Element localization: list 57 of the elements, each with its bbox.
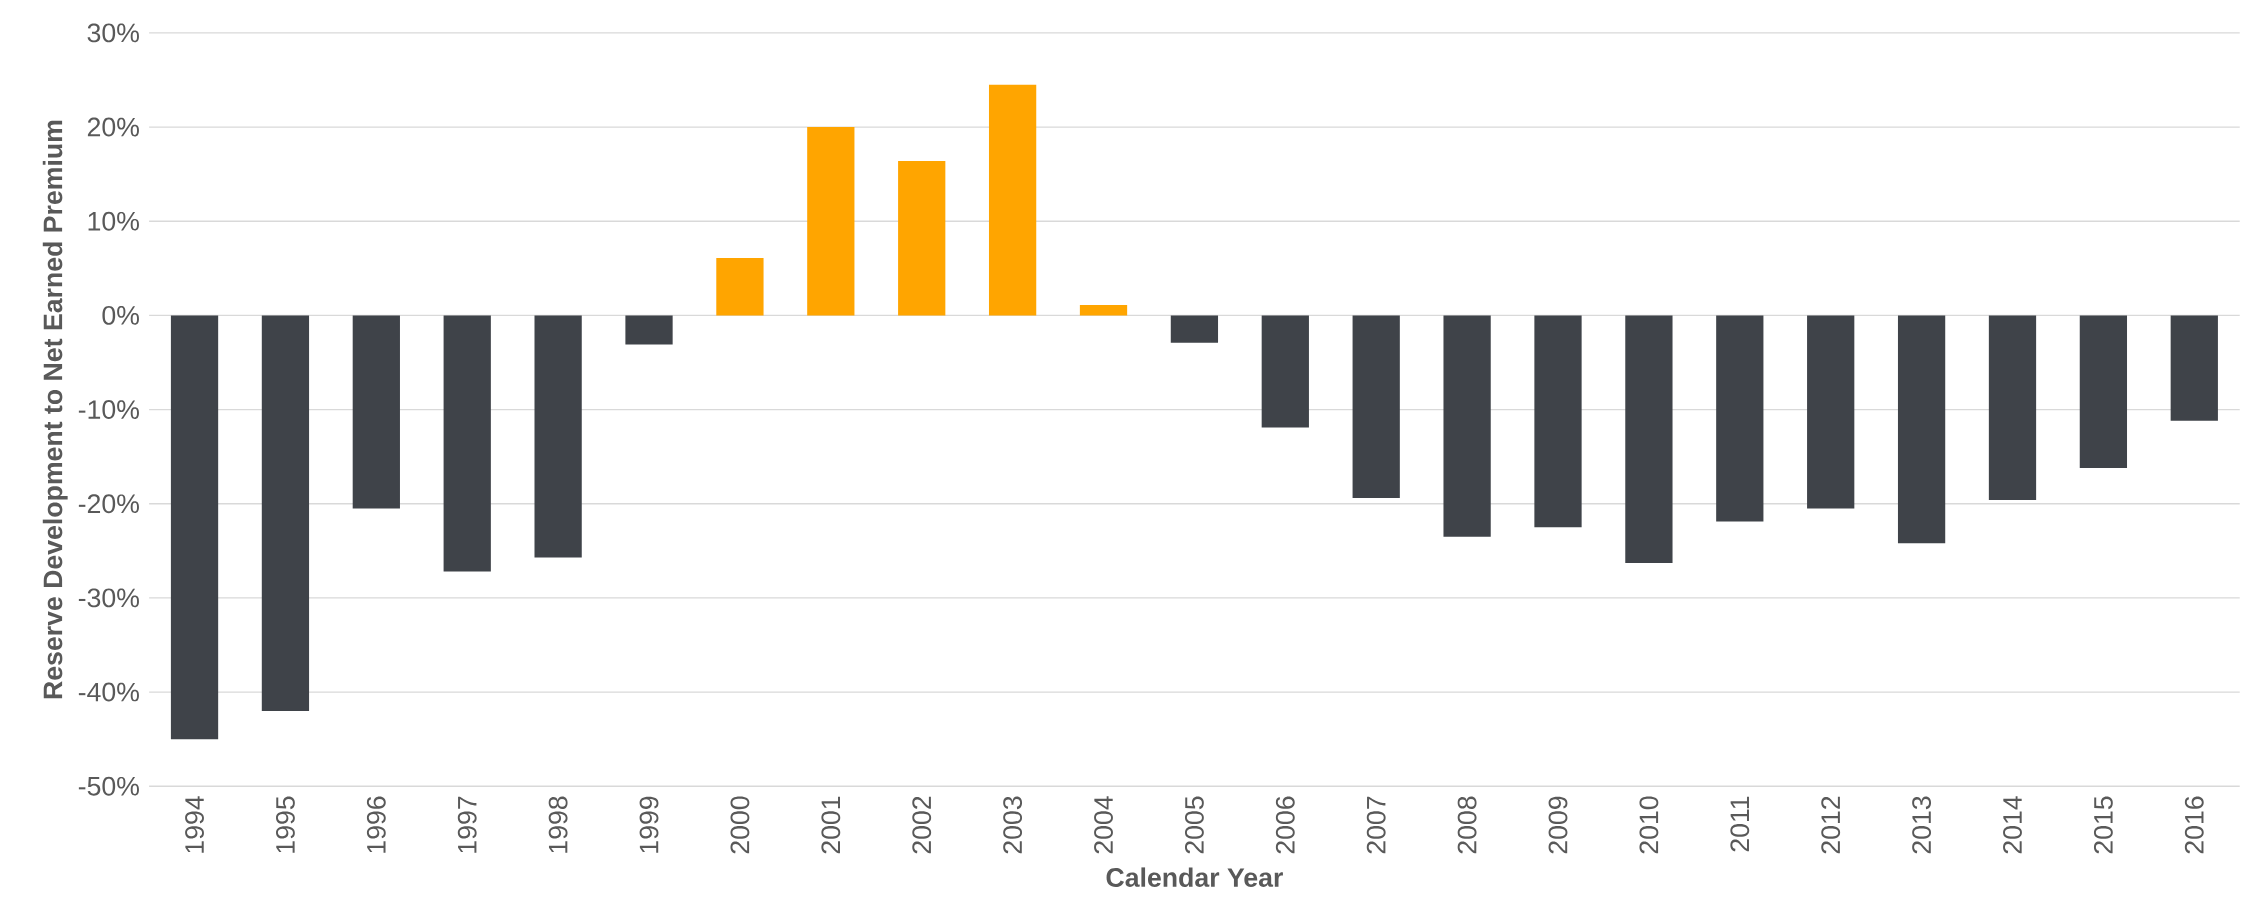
x-tick-label: 1999 xyxy=(639,796,659,853)
y-tick-label: -40% xyxy=(78,682,139,702)
x-tick-label: 2010 xyxy=(1639,796,1659,854)
y-axis-title: Reserve Development to Net Earned Premium xyxy=(42,120,68,699)
bar xyxy=(1261,315,1309,428)
x-tick-label: 2006 xyxy=(1275,796,1295,854)
x-tick-label: 2013 xyxy=(1912,796,1932,854)
y-tick-label: 0% xyxy=(102,305,139,325)
y-tick-label: 10% xyxy=(88,211,139,231)
x-tick-label: 2004 xyxy=(1094,796,1113,854)
x-tick-label: 2003 xyxy=(1003,796,1023,854)
x-tick-label: 2007 xyxy=(1366,796,1386,854)
bar xyxy=(1716,315,1764,522)
x-tick-label: 2012 xyxy=(1821,796,1841,854)
bar xyxy=(1170,315,1219,343)
x-tick-label: 2000 xyxy=(730,796,750,854)
bar xyxy=(1079,305,1128,316)
bar xyxy=(170,315,219,740)
x-tick-label: 2011 xyxy=(1730,796,1750,852)
bar xyxy=(534,315,582,558)
x-tick-label: 1995 xyxy=(276,796,295,853)
x-tick-label: 2014 xyxy=(2003,796,2022,854)
bar xyxy=(261,315,310,711)
x-tick-label: 2005 xyxy=(1184,796,1204,854)
bar xyxy=(898,160,946,316)
bar xyxy=(1443,315,1491,537)
bar xyxy=(1807,315,1855,509)
bar xyxy=(1897,315,1946,544)
x-tick-label: 2002 xyxy=(912,796,932,854)
bar xyxy=(716,257,764,316)
x-tick-label: 1997 xyxy=(457,796,477,853)
x-tick-label: 2009 xyxy=(1548,796,1568,854)
y-tick-label: 20% xyxy=(87,117,139,137)
y-tick-label: -30% xyxy=(78,588,139,608)
bar xyxy=(443,315,491,572)
x-tick-label: 1996 xyxy=(366,796,386,853)
bar xyxy=(2079,315,2128,468)
bar xyxy=(1988,315,2037,500)
x-tick-label: 2008 xyxy=(1457,796,1477,854)
bar xyxy=(1534,315,1582,528)
bar xyxy=(352,315,400,509)
bar xyxy=(1625,315,1673,564)
x-tick-label: 2015 xyxy=(2093,796,2113,854)
y-tick-label: -10% xyxy=(78,400,139,419)
bar xyxy=(2170,315,2218,421)
x-tick-label: 2001 xyxy=(821,796,841,854)
bar xyxy=(625,315,673,345)
bar xyxy=(1352,315,1400,499)
y-tick-label: 30% xyxy=(87,23,139,43)
bar xyxy=(807,127,855,316)
y-tick-label: -50% xyxy=(78,776,139,796)
x-axis-title: Calendar Year xyxy=(1106,867,1283,887)
x-tick-label: 1994 xyxy=(185,796,204,853)
x-tick-label: 1998 xyxy=(548,796,568,853)
x-tick-label: 2016 xyxy=(2184,796,2204,854)
bar xyxy=(988,84,1037,316)
y-tick-label: -20% xyxy=(78,494,139,514)
